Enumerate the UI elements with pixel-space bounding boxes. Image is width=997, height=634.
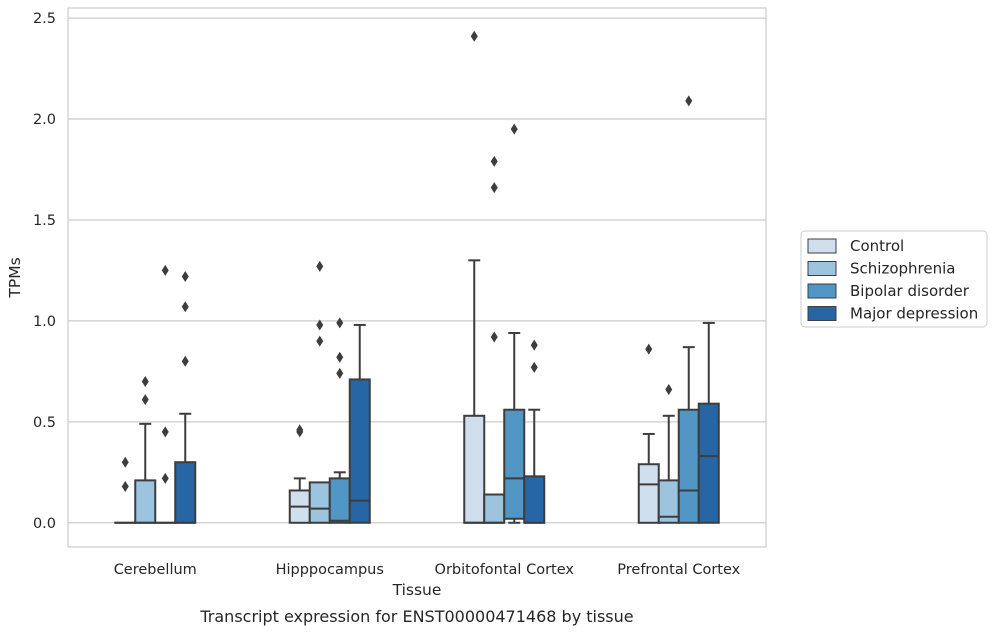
box-control bbox=[288, 424, 311, 524]
legend-label: Control bbox=[850, 237, 904, 255]
legend-label: Bipolar disorder bbox=[850, 282, 970, 300]
box-schizophrenia bbox=[308, 260, 331, 524]
outlier-point bbox=[161, 426, 169, 438]
legend-label: Major depression bbox=[850, 305, 978, 323]
x-tick-label: Hipppocampus bbox=[276, 562, 384, 578]
box-bipolar-disorder bbox=[328, 317, 351, 524]
x-tick-label: Cerebellum bbox=[114, 562, 197, 578]
y-tick-label: 2.0 bbox=[33, 112, 56, 128]
box-iqr bbox=[348, 378, 371, 524]
outlier-point bbox=[685, 95, 693, 107]
outlier-point bbox=[665, 384, 673, 396]
box-major-depression bbox=[348, 323, 371, 524]
outlier-point bbox=[181, 270, 189, 282]
box-bipolar-disorder bbox=[677, 95, 700, 524]
outlier-point bbox=[141, 375, 149, 387]
legend-swatch bbox=[807, 238, 837, 254]
outlier-point bbox=[181, 301, 189, 313]
legend-swatch bbox=[807, 283, 837, 299]
x-axis: Cerebellum Hipppocampus Orbitofontal Corte… bbox=[114, 562, 741, 578]
outlier-point bbox=[336, 317, 344, 329]
outlier-point bbox=[161, 264, 169, 276]
outlier-point bbox=[336, 367, 344, 379]
box-iqr bbox=[308, 481, 331, 524]
box-bipolar-disorder bbox=[154, 264, 177, 524]
y-tick-label: 1.5 bbox=[33, 213, 56, 229]
outlier-point bbox=[181, 355, 189, 367]
outlier-point bbox=[316, 260, 324, 272]
box-major-depression bbox=[523, 339, 546, 524]
outlier-point bbox=[530, 339, 538, 351]
y-tick-label: 1.0 bbox=[33, 314, 56, 330]
box-iqr bbox=[677, 408, 700, 524]
y-tick-label: 2.5 bbox=[33, 11, 56, 27]
legend-frame bbox=[800, 230, 988, 328]
grid-lines bbox=[68, 17, 766, 524]
outlier-point bbox=[121, 456, 129, 468]
plot-frame bbox=[67, 7, 767, 548]
box-iqr bbox=[463, 414, 486, 524]
outlier-point bbox=[161, 472, 169, 484]
legend-label: Schizophrenia bbox=[850, 260, 955, 278]
outlier-point bbox=[490, 331, 498, 343]
box-iqr bbox=[483, 493, 506, 524]
x-tick-label: Prefrontal Cortex bbox=[617, 562, 740, 578]
outlier-point bbox=[141, 394, 149, 406]
box-iqr bbox=[328, 477, 351, 524]
y-axis: 0.0 0.5 1.0 1.5 2.0 2.5 bbox=[33, 11, 56, 532]
box-schizophrenia bbox=[657, 384, 680, 524]
box-schizophrenia bbox=[483, 155, 506, 524]
y-axis-label: TPMs bbox=[6, 257, 24, 298]
box-iqr bbox=[637, 463, 660, 524]
y-tick-label: 0.5 bbox=[33, 415, 56, 431]
plot-area bbox=[114, 30, 720, 524]
box-bipolar-disorder bbox=[503, 123, 526, 524]
outlier-point bbox=[121, 480, 129, 492]
box-major-depression bbox=[697, 321, 720, 524]
box-control bbox=[114, 456, 137, 524]
legend: Control Schizophrenia Bipolar disorder Majo… bbox=[800, 230, 988, 328]
box-control bbox=[637, 343, 660, 524]
x-tick-label: Orbitofontal Cortex bbox=[435, 562, 575, 578]
box-major-depression bbox=[174, 270, 197, 524]
outlier-point bbox=[490, 155, 498, 167]
box-control bbox=[463, 30, 486, 524]
outlier-point bbox=[490, 182, 498, 194]
y-tick-label: 0.0 bbox=[33, 516, 56, 532]
box-iqr bbox=[697, 402, 720, 524]
outlier-point bbox=[645, 343, 653, 355]
outlier-point bbox=[530, 361, 538, 373]
box-iqr bbox=[174, 461, 197, 524]
box-schizophrenia bbox=[134, 375, 157, 524]
outlier-point bbox=[510, 123, 518, 135]
outlier-point bbox=[316, 319, 324, 331]
box-iqr bbox=[523, 475, 546, 524]
x-axis-label: Tissue bbox=[392, 581, 442, 599]
outlier-point bbox=[470, 30, 478, 42]
legend-swatch bbox=[807, 261, 837, 276]
outlier-point bbox=[316, 335, 324, 347]
box-iqr bbox=[134, 479, 157, 524]
legend-swatch bbox=[807, 306, 837, 321]
outlier-point bbox=[296, 424, 304, 436]
outlier-point bbox=[336, 351, 344, 363]
box-iqr bbox=[503, 408, 526, 520]
chart-caption: Transcript expression for ENST0000047146… bbox=[199, 607, 633, 626]
